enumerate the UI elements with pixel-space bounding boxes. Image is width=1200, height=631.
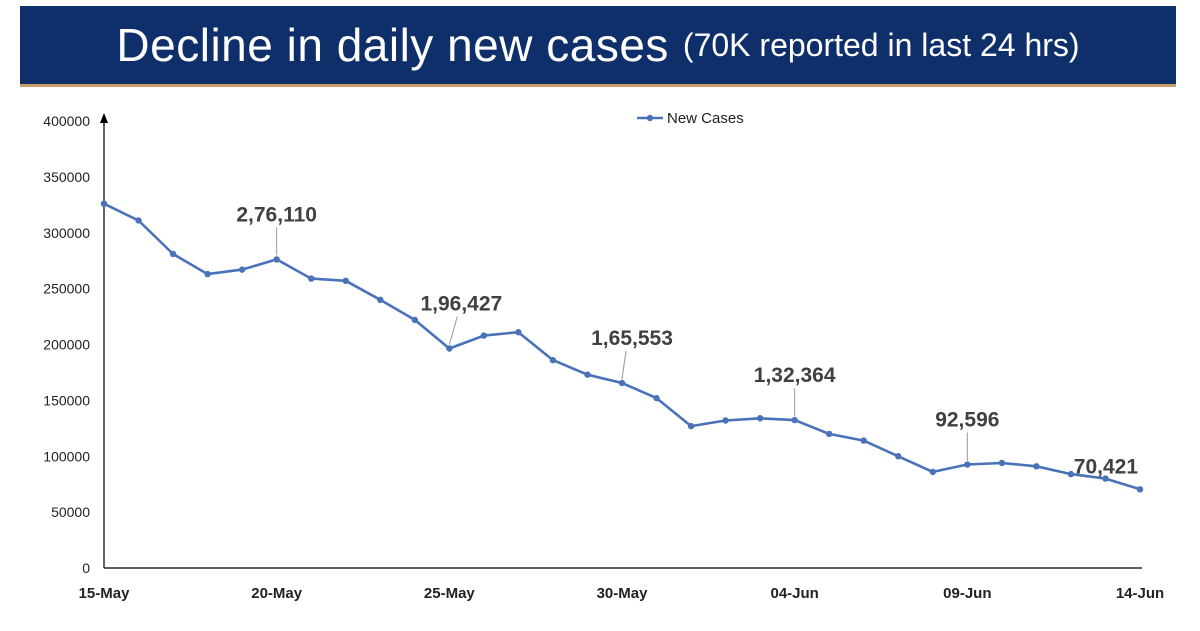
x-tick-label: 25-May <box>424 585 476 602</box>
data-point <box>342 277 349 285</box>
y-axis-arrow <box>100 113 108 123</box>
data-point <box>1102 475 1109 482</box>
data-label: 2,76,110 <box>236 203 317 226</box>
data-point <box>584 371 591 378</box>
x-tick-label: 15-May <box>79 585 131 602</box>
x-axis-ticks: 15-May 20-May 25-May 30-May 04-Jun 09-Jun 14-J… <box>79 585 1165 602</box>
data-point <box>998 459 1006 467</box>
data-point <box>687 422 695 430</box>
series-new-cases <box>100 200 1144 493</box>
legend-marker <box>646 114 654 122</box>
y-tick-label: 350000 <box>43 169 90 185</box>
data-point <box>756 415 764 422</box>
data-labels: 2,76,110 1,96,427 1,65,553 1,32,364 92,596 70… <box>236 203 1138 478</box>
x-tick-label: 20-May <box>251 585 303 602</box>
data-point <box>618 379 626 387</box>
data-point <box>860 437 867 444</box>
y-tick-label: 300000 <box>43 225 90 241</box>
data-point <box>411 316 418 324</box>
data-point <box>929 468 936 476</box>
data-point <box>238 266 246 273</box>
x-tick-label: 30-May <box>597 585 649 602</box>
data-label: 1,96,427 <box>420 292 502 315</box>
data-point <box>791 416 798 424</box>
y-tick-label: 200000 <box>43 337 90 353</box>
data-point <box>169 250 177 258</box>
data-point <box>1033 463 1040 470</box>
chart-subtitle: (70K reported in last 24 hrs) <box>682 26 1080 63</box>
x-tick-label: 14-Jun <box>1116 585 1164 602</box>
data-point <box>446 345 453 352</box>
chart-axes <box>100 113 1142 569</box>
data-point <box>653 394 660 402</box>
data-label: 70,421 <box>1074 455 1139 478</box>
data-point <box>964 461 971 468</box>
data-point <box>135 217 142 224</box>
data-point <box>1067 470 1075 478</box>
data-label: 1,32,364 <box>754 364 836 387</box>
data-point <box>204 270 211 278</box>
y-tick-label: 0 <box>82 560 90 576</box>
leader-line <box>448 316 458 345</box>
y-axis-ticks: 0 50000 100000 150000 200000 250000 300000 3500… <box>43 113 90 576</box>
y-tick-label: 150000 <box>43 392 90 408</box>
data-label: 92,596 <box>935 409 999 432</box>
data-point <box>308 275 315 282</box>
y-tick-label: 400000 <box>43 113 90 129</box>
data-point <box>100 200 108 207</box>
legend-label: New Cases <box>667 110 744 127</box>
legend: New Cases <box>637 110 744 127</box>
data-point <box>722 417 729 424</box>
y-tick-label: 50000 <box>51 504 90 520</box>
title-banner: Decline in daily new cases (70K reported… <box>20 6 1176 87</box>
data-point <box>1136 486 1144 493</box>
data-point <box>515 329 522 336</box>
leader-line <box>621 350 627 380</box>
data-point <box>273 256 280 263</box>
data-label: 1,65,553 <box>591 327 673 350</box>
data-point <box>895 453 902 460</box>
chart-title: Decline in daily new cases <box>116 19 669 71</box>
x-tick-label: 04-Jun <box>770 585 818 602</box>
data-point <box>826 430 833 438</box>
y-tick-label: 100000 <box>43 448 90 464</box>
data-point <box>549 356 557 364</box>
x-tick-label: 09-Jun <box>943 585 991 602</box>
y-tick-label: 250000 <box>43 281 90 297</box>
data-point <box>377 296 384 303</box>
data-point <box>480 332 488 339</box>
